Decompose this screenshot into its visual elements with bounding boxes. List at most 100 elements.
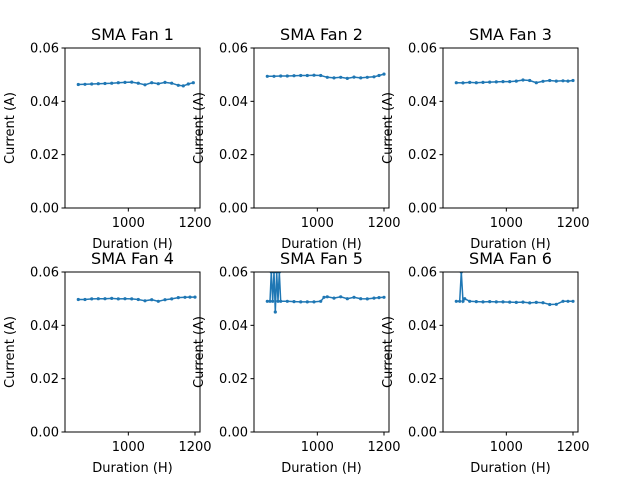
data-point [372, 75, 376, 79]
y-tick-label: 0.02 [219, 372, 248, 387]
data-point [268, 299, 272, 303]
data-point [123, 80, 127, 84]
chart-title: SMA Fan 5 [280, 249, 363, 268]
chart-title: SMA Fan 6 [469, 249, 552, 268]
series-line [456, 272, 573, 306]
x-axis-label: Duration (H) [92, 237, 173, 252]
data-point [332, 296, 336, 300]
data-point [541, 79, 545, 83]
data-point [566, 299, 570, 303]
x-tick-label: 1000 [490, 440, 523, 455]
data-point [83, 82, 87, 86]
axes-frame [64, 47, 201, 209]
chart-title: SMA Fan 2 [280, 25, 363, 44]
data-point [481, 300, 485, 304]
data-point [508, 80, 512, 84]
data-point [265, 299, 269, 303]
data-point [325, 75, 329, 79]
data-point [534, 300, 538, 304]
data-point [458, 299, 462, 303]
y-tick-label: 0.00 [30, 426, 59, 441]
data-point [521, 78, 525, 82]
data-point [83, 297, 87, 302]
subplot-3: 0.00 0.02 0.04 0.06 1000 1200 SMA Fan 3 Duratio… [381, 25, 590, 252]
x-tick-label: 1000 [112, 216, 145, 231]
x-tick-label: 1200 [367, 216, 400, 231]
y-tick-label: 0.06 [408, 266, 437, 281]
data-point [359, 76, 363, 80]
data-point [163, 298, 167, 302]
data-point [285, 299, 289, 303]
data-point [541, 301, 545, 305]
y-tick-label: 0.04 [408, 319, 437, 334]
data-point [461, 81, 465, 85]
data-point [272, 74, 276, 78]
x-axis-label: Duration (H) [92, 461, 173, 476]
y-tick-label: 0.00 [408, 426, 437, 441]
chart-title: SMA Fan 1 [91, 25, 174, 44]
data-point [514, 300, 518, 304]
data-point [332, 76, 336, 80]
x-axis-label: Duration (H) [281, 237, 362, 252]
data-point [130, 297, 134, 301]
y-tick-label: 0.04 [30, 95, 59, 110]
y-axis-label: Current (A) [381, 316, 396, 388]
data-point [345, 76, 349, 80]
series-line [267, 272, 385, 313]
data-point [528, 78, 532, 83]
y-tick-label: 0.00 [408, 202, 437, 217]
axes-frame [64, 271, 201, 433]
data-point [359, 297, 363, 301]
data-point [501, 300, 505, 304]
data-point [292, 74, 296, 78]
data-point [377, 73, 381, 78]
data-point [488, 80, 492, 84]
x-axis-label: Duration (H) [281, 461, 362, 476]
data-point [508, 300, 512, 304]
data-point [548, 78, 552, 83]
data-point [96, 82, 100, 86]
axes-frame [253, 47, 390, 209]
data-point [191, 81, 195, 85]
x-tick-label: 1200 [178, 216, 211, 231]
data-point [76, 82, 80, 87]
x-tick-label: 1000 [301, 440, 334, 455]
x-axis-label: Duration (H) [470, 237, 551, 252]
data-point [156, 82, 160, 86]
data-point [566, 79, 570, 83]
data-point [116, 81, 120, 85]
y-tick-label: 0.00 [30, 202, 59, 217]
y-axis-label: Current (A) [381, 92, 396, 164]
y-tick-label: 0.00 [219, 426, 248, 441]
data-point [365, 75, 369, 79]
data-point [110, 296, 114, 300]
data-point [181, 84, 185, 88]
y-tick-label: 0.06 [219, 42, 248, 57]
data-point [279, 299, 283, 303]
data-point [319, 299, 323, 303]
y-tick-label: 0.04 [219, 319, 248, 334]
y-tick-label: 0.06 [408, 42, 437, 57]
data-point [468, 80, 472, 84]
data-point [176, 296, 180, 300]
y-tick-label: 0.02 [30, 148, 59, 163]
data-point [186, 82, 190, 86]
data-point [571, 78, 575, 83]
subplot-6: 0.00 0.02 0.04 0.06 1000 1200 SMA Fan 6 Duratio… [381, 249, 590, 476]
data-point [305, 300, 309, 304]
data-point [488, 300, 492, 304]
data-point [339, 295, 343, 299]
data-point [481, 80, 485, 84]
y-tick-label: 0.04 [219, 95, 248, 110]
data-point [76, 297, 80, 302]
data-point [279, 74, 283, 78]
y-axis-label: Current (A) [3, 316, 18, 388]
data-point [461, 299, 465, 303]
data-point [554, 302, 558, 306]
data-point [454, 81, 458, 85]
y-tick-label: 0.02 [219, 148, 248, 163]
data-point [377, 296, 381, 300]
data-point [150, 81, 154, 85]
y-tick-label: 0.06 [30, 266, 59, 281]
data-point [325, 295, 329, 299]
